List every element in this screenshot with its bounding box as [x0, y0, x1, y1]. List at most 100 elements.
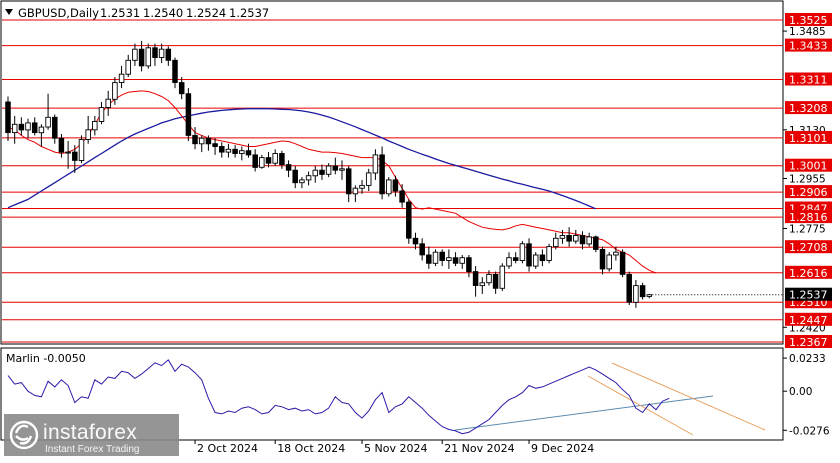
oscillator-pane-frame	[0, 347, 784, 441]
ma-blue-line	[7, 108, 597, 210]
candle-body	[178, 82, 185, 95]
candle-body	[198, 137, 205, 145]
ohlc-open: 1.2531	[100, 6, 140, 20]
oscillator-label: Marlin -0.0050	[6, 352, 86, 365]
level-label-box	[785, 13, 832, 26]
candle-body	[352, 187, 359, 195]
time-tick-label: 2 Oct 2024	[197, 442, 258, 455]
candle	[239, 146, 245, 161]
level-price-label: 1.2367	[789, 336, 828, 349]
price-pane: GBPUSD,Daily 1.2531 1.2540 1.2524 1.2537	[0, 0, 784, 345]
candle	[31, 117, 38, 136]
candle-body	[639, 285, 646, 298]
candle-body	[332, 165, 339, 171]
candle-body	[492, 273, 499, 289]
level-price-label: 1.2708	[789, 241, 828, 254]
candle-body	[165, 48, 172, 61]
candle-body	[38, 126, 45, 134]
candle-body	[593, 236, 599, 250]
candle	[539, 249, 546, 267]
candle-body	[519, 243, 526, 261]
candle	[633, 280, 639, 308]
level-label-box	[785, 72, 832, 86]
candle	[613, 246, 619, 261]
candle	[78, 135, 85, 164]
candle	[459, 255, 465, 269]
level-label-box	[785, 265, 832, 279]
oscillator-pane: Marlin -0.0050 0.0233 0.00 -0.0276	[0, 347, 830, 441]
candle	[379, 146, 385, 200]
candle	[599, 246, 606, 275]
candle	[105, 90, 111, 116]
candle-body	[105, 98, 111, 108]
candle-body	[305, 175, 312, 181]
candle-body	[279, 153, 285, 166]
oscillator-tick-label: 0.0233	[789, 353, 826, 365]
candle	[165, 46, 172, 66]
level-label-box	[785, 240, 832, 254]
candle-body	[45, 116, 51, 128]
candle-body	[118, 73, 125, 83]
candle-body	[225, 148, 232, 153]
oscillator-tick-label: 0.00	[789, 386, 812, 398]
collapse-triangle-icon[interactable]	[5, 9, 13, 15]
candle	[526, 238, 532, 272]
candle-body	[472, 271, 479, 286]
candle	[85, 115, 91, 144]
candle	[305, 171, 312, 186]
candle	[646, 293, 653, 299]
candle-body	[265, 157, 272, 164]
candle-body	[52, 116, 58, 139]
time-tick-label: 18 Oct 2024	[277, 442, 345, 455]
candle	[279, 150, 285, 169]
candle-body	[5, 101, 11, 134]
symbol-label: GBPUSD,Daily	[18, 6, 99, 20]
candle	[192, 127, 198, 150]
candle	[559, 229, 566, 244]
candle	[272, 149, 278, 166]
candle	[352, 185, 359, 203]
candle-body	[25, 122, 31, 131]
candle-body	[466, 257, 472, 273]
candle-body	[573, 235, 579, 242]
candle-body	[299, 179, 305, 184]
candle-body	[606, 254, 612, 270]
level-label-box	[785, 158, 832, 172]
candle	[219, 142, 225, 158]
level-price-label: 1.2816	[789, 211, 828, 224]
level-label-box	[785, 312, 832, 326]
candle-body	[559, 235, 566, 239]
candle	[432, 249, 439, 267]
candle-body	[72, 151, 78, 161]
candle-body	[212, 143, 218, 147]
candle	[472, 266, 479, 297]
candle-body	[239, 150, 245, 154]
candle-body	[499, 265, 506, 289]
level-price-label: 1.2447	[789, 314, 828, 327]
candle-body	[152, 47, 158, 58]
level-price-label: 1.3433	[789, 40, 828, 53]
candle	[299, 177, 305, 189]
candle	[345, 166, 352, 203]
candle-body	[486, 273, 492, 284]
watermark-backdrop	[4, 414, 179, 456]
price-tick-label: 1.2955	[789, 174, 826, 186]
candle	[225, 143, 232, 158]
time-tick-label: 5 Nov 2024	[364, 442, 427, 455]
price-tick-label: 1.3485	[789, 26, 826, 38]
oscillator-ticks: 0.0233 0.00 -0.0276	[783, 353, 830, 437]
candle	[232, 145, 238, 158]
candle-body	[579, 235, 586, 245]
candle	[619, 249, 626, 278]
instaforex-logo	[4, 414, 179, 456]
candle-body	[112, 82, 118, 100]
candle	[419, 238, 425, 261]
candle	[499, 263, 506, 292]
candle-body	[65, 151, 71, 154]
time-tick-label: 9 Dec 2024	[531, 442, 594, 455]
candle	[132, 43, 138, 66]
candle-body	[479, 282, 486, 287]
level-price-label: 1.3208	[789, 102, 828, 115]
candle-body	[646, 294, 653, 297]
